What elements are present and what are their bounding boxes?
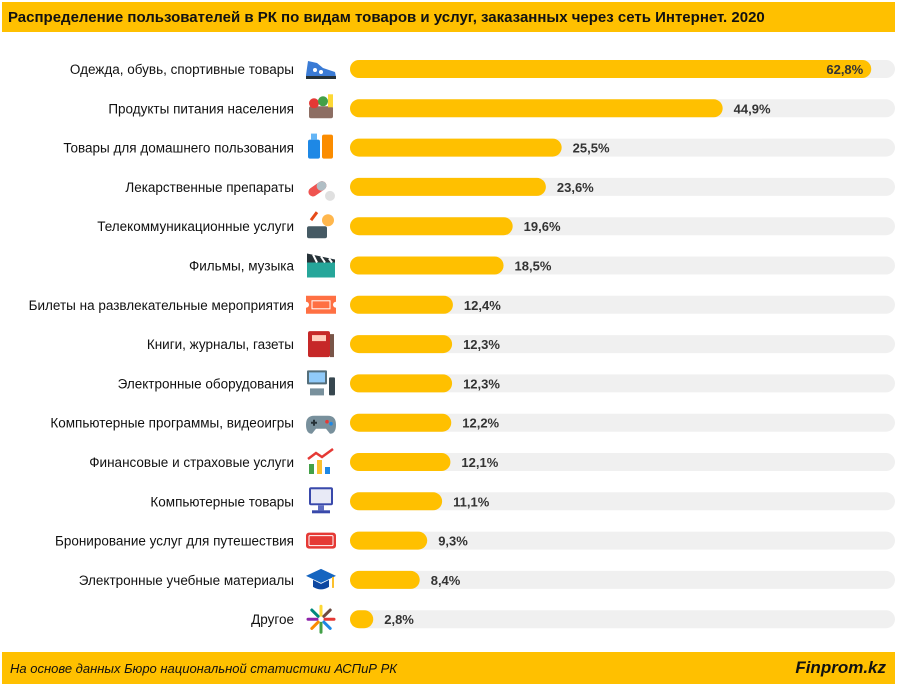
- bar: [350, 413, 452, 432]
- pills-icon: [308, 181, 335, 201]
- bar: [350, 295, 453, 314]
- category-label: Электронные учебные материалы: [79, 573, 294, 588]
- telecom-icon: [307, 211, 334, 239]
- bar: [350, 610, 374, 629]
- value-label: 2,8%: [384, 612, 414, 627]
- bar: [350, 374, 453, 393]
- computer-icon: [309, 487, 333, 514]
- value-label: 9,3%: [438, 534, 468, 549]
- category-label: Компьютерные программы, видеоигры: [50, 416, 294, 431]
- household-goods-icon: [308, 133, 333, 159]
- bar-track: [350, 295, 895, 314]
- category-label: Книги, журналы, газеты: [147, 337, 294, 352]
- category-label: Фильмы, музыка: [189, 259, 294, 274]
- arrows-out-icon: [306, 604, 336, 634]
- bar-track: [350, 531, 895, 550]
- bar-track: [350, 610, 895, 629]
- footer-bar: На основе данных Бюро национальной стати…: [2, 652, 895, 684]
- bar: [350, 453, 451, 471]
- category-label: Компьютерные товары: [150, 494, 294, 509]
- bar-track: [350, 570, 895, 589]
- value-label: 19,6%: [524, 219, 561, 234]
- category-label: Продукты питания населения: [108, 101, 294, 116]
- bar: [350, 570, 420, 589]
- ticket-icon: [306, 295, 336, 314]
- value-label: 12,4%: [464, 298, 501, 313]
- category-label: Электронные оборудования: [118, 376, 294, 391]
- chart-title: Распределение пользователей в РК по вида…: [8, 8, 765, 26]
- gamepad-icon: [306, 415, 336, 434]
- category-label: Лекарственные препараты: [125, 180, 294, 195]
- bar-track: [350, 335, 895, 354]
- groceries-icon: [309, 94, 333, 119]
- bar: [350, 60, 872, 78]
- bar-track: [350, 492, 895, 511]
- graduation-cap-icon: [306, 568, 336, 590]
- category-label: Одежда, обувь, спортивные товары: [70, 62, 294, 77]
- value-label: 12,2%: [462, 416, 499, 431]
- category-label: Бронирование услуг для путешествия: [55, 534, 294, 549]
- value-label: 23,6%: [557, 180, 594, 195]
- category-label: Билеты на развлекательные мероприятия: [29, 298, 294, 313]
- category-label: Другое: [251, 612, 294, 627]
- value-label: 11,1%: [453, 494, 490, 509]
- value-label: 25,5%: [573, 141, 610, 156]
- bar: [350, 138, 562, 157]
- film-clapper-icon: [307, 253, 335, 278]
- sneaker-icon: [306, 61, 336, 79]
- title-bar: Распределение пользователей в РК по вида…: [2, 2, 895, 32]
- value-label: 12,3%: [463, 337, 500, 352]
- bar: [350, 492, 443, 511]
- books-icon: [308, 331, 334, 358]
- category-label: Товары для домашнего пользования: [63, 141, 294, 156]
- bar: [350, 177, 546, 196]
- electronics-icon: [307, 370, 335, 396]
- value-label: 12,3%: [463, 376, 500, 391]
- bar: [350, 256, 504, 275]
- value-label: 62,8%: [826, 62, 863, 77]
- bar-track: [350, 374, 895, 393]
- bar: [350, 531, 428, 550]
- value-label: 8,4%: [431, 573, 461, 588]
- bar-track: [350, 413, 895, 432]
- reserved-sign-icon: [306, 532, 336, 549]
- bar-track: [350, 453, 895, 471]
- category-label: Телекоммуникационные услуги: [97, 219, 294, 234]
- category-label: Финансовые и страховые услуги: [89, 455, 294, 470]
- value-label: 12,1%: [461, 455, 498, 470]
- bar: [350, 99, 723, 118]
- finance-chart-icon: [307, 447, 334, 474]
- value-label: 44,9%: [734, 101, 771, 116]
- bar: [350, 217, 513, 236]
- value-label: 18,5%: [515, 259, 552, 274]
- footer-brand: Finprom.kz: [795, 658, 886, 677]
- footer-source: На основе данных Бюро национальной стати…: [10, 660, 397, 676]
- bar: [350, 335, 453, 354]
